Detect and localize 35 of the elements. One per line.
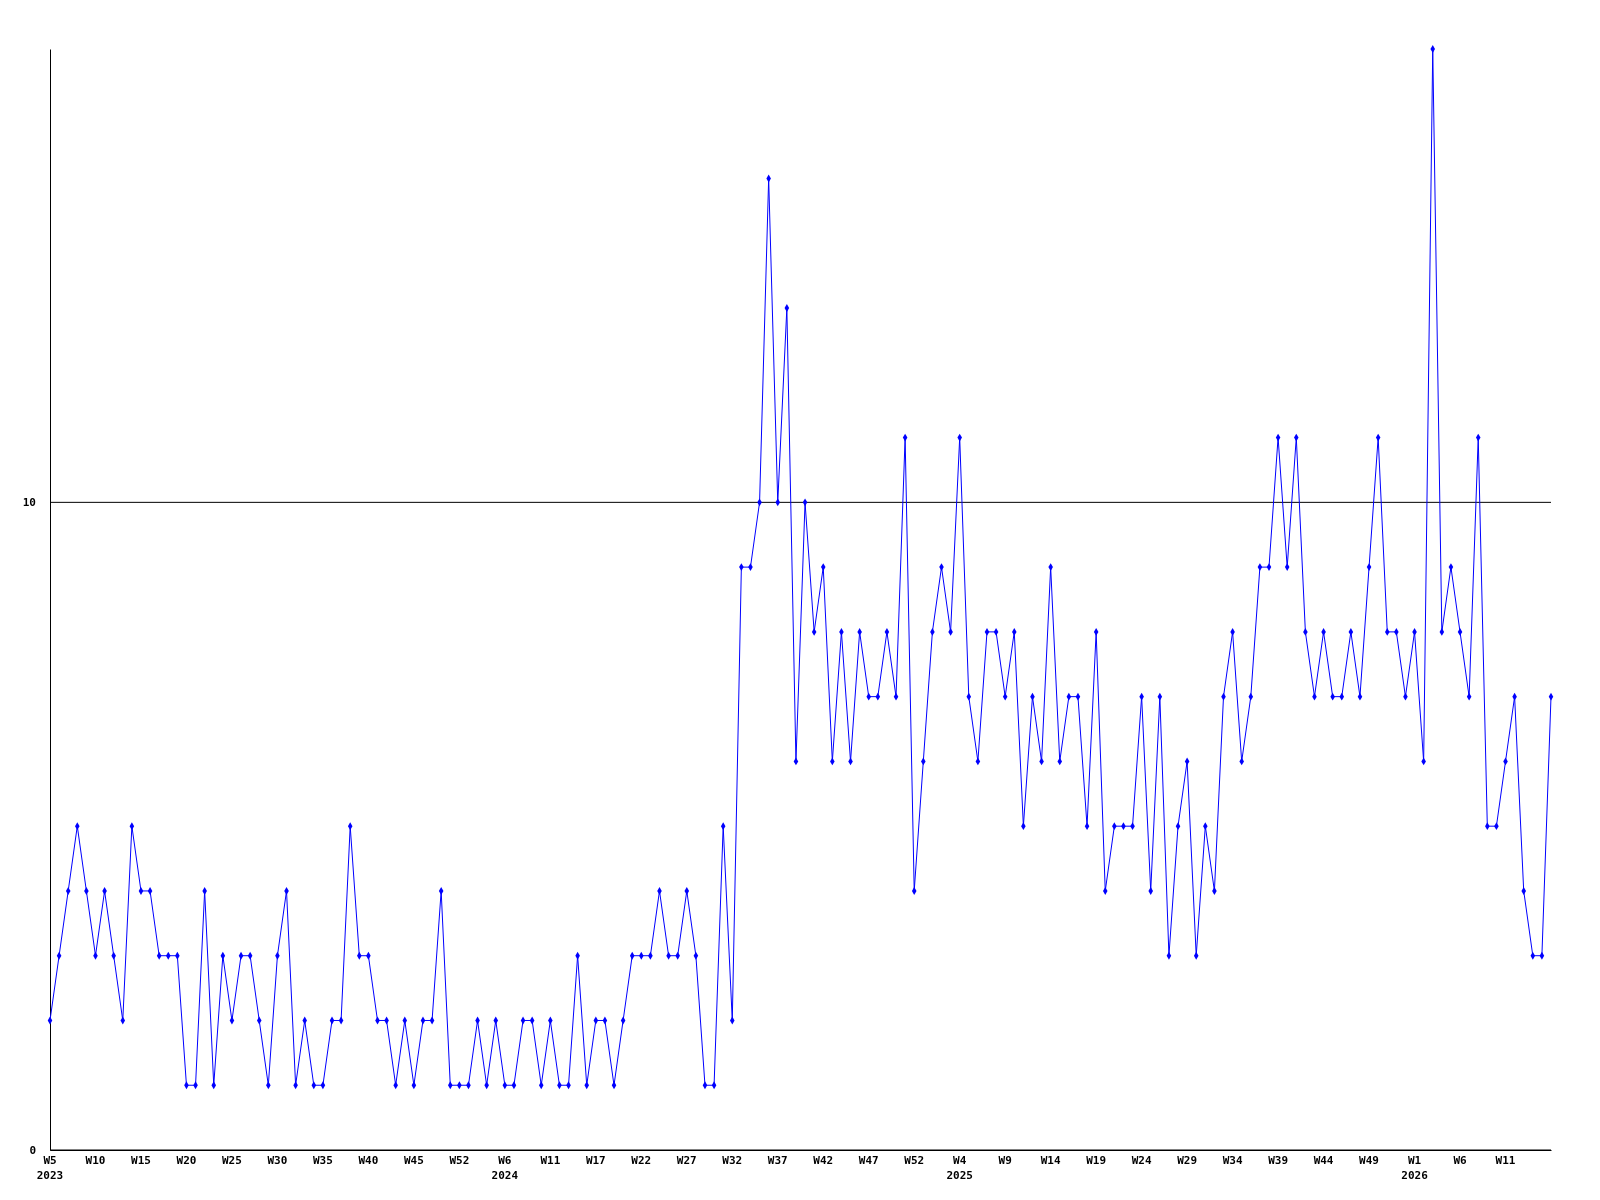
x-tick-label: W11 [540, 1154, 561, 1167]
x-tick-label: W25 [222, 1154, 242, 1167]
x-tick-label: W40 [358, 1154, 379, 1167]
x-tick-label: W5 2023 [36, 1154, 64, 1182]
x-tick-label: W15 [131, 1154, 151, 1167]
x-tick-label: W14 [1040, 1154, 1061, 1167]
x-tick-label: W44 [1313, 1154, 1334, 1167]
x-tick-label: W10 [85, 1154, 106, 1167]
x-tick-label: W11 [1495, 1154, 1516, 1167]
x-tick-label: W1 2026 [1401, 1154, 1429, 1182]
x-tick-label: W19 [1086, 1154, 1107, 1167]
x-tick-label: W22 [631, 1154, 652, 1167]
y-tick-label: 10 [22, 496, 36, 510]
x-tick-label: W29 [1177, 1154, 1198, 1167]
y-tick-label: 0 [29, 1144, 36, 1158]
x-tick-label: W42 [813, 1154, 834, 1167]
x-tick-label: W39 [1268, 1154, 1289, 1167]
x-tick-label: W37 [767, 1154, 788, 1167]
x-tick-label: W6 2024 [491, 1154, 519, 1182]
x-tick-label: W32 [722, 1154, 743, 1167]
x-tick-label: W9 [998, 1154, 1012, 1167]
x-tick-label: W47 [858, 1154, 879, 1167]
x-tick-label: W30 [267, 1154, 288, 1167]
x-tick-label: W45 [403, 1154, 424, 1167]
x-tick-label: W24 [1131, 1154, 1152, 1167]
x-tick-label: W17 [585, 1154, 606, 1167]
x-tick-label: W35 [312, 1154, 333, 1167]
x-tick-label: W49 [1359, 1154, 1379, 1167]
x-tick-label: W27 [676, 1154, 697, 1167]
x-tick-label: W20 [176, 1154, 197, 1167]
x-tick-label: W52 [449, 1154, 470, 1167]
x-tick-label: W4 2025 [946, 1154, 973, 1182]
x-tick-label: W6 [1453, 1154, 1468, 1167]
x-tick-label: W34 [1222, 1154, 1243, 1167]
x-tick-label: W52 [904, 1154, 925, 1167]
